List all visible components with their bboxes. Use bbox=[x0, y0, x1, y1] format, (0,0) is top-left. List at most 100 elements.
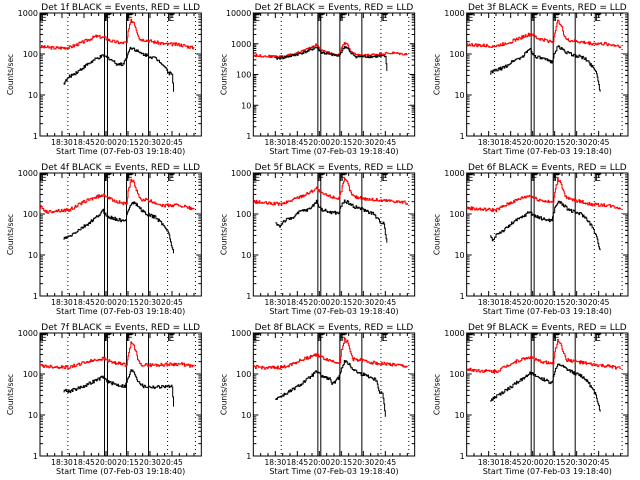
panel-title: Det 3f BLACK = Events, RED = LLD bbox=[468, 3, 627, 13]
interval-bracket bbox=[467, 333, 474, 341]
interval-bracket bbox=[381, 173, 388, 181]
interval-label: E bbox=[595, 14, 601, 24]
x-tick-label: 20:45 bbox=[161, 298, 183, 307]
interval-bracket bbox=[168, 173, 175, 181]
interval-label: E bbox=[468, 334, 474, 344]
panel-title: Det 2f BLACK = Events, RED = LLD bbox=[255, 3, 414, 13]
y-tick-label: 1 bbox=[246, 292, 251, 301]
interval-bracket bbox=[381, 333, 388, 341]
panel-title: Det 9f BLACK = Events, RED = LLD bbox=[468, 323, 627, 333]
interval-bracket bbox=[318, 333, 325, 341]
x-tick-label: 20:45 bbox=[588, 138, 610, 147]
y-tick-label: 1 bbox=[33, 292, 38, 301]
interval-bracket bbox=[318, 173, 325, 181]
interval-label: E bbox=[41, 174, 47, 184]
x-tick-label: 20:00 bbox=[95, 138, 117, 147]
interval-label: E bbox=[382, 14, 388, 24]
x-tick-label: 20:45 bbox=[161, 138, 183, 147]
interval-label: F bbox=[319, 14, 324, 24]
interval-bracket bbox=[553, 333, 561, 341]
interval-bracket bbox=[318, 13, 325, 21]
interval-bracket bbox=[594, 333, 602, 341]
y-tick-label: 10 bbox=[28, 251, 38, 260]
panel-title: Det 4f BLACK = Events, RED = LLD bbox=[41, 163, 200, 173]
x-tick-label: 18:45 bbox=[500, 458, 522, 467]
events-series-line bbox=[490, 45, 601, 92]
events-series-line bbox=[275, 360, 386, 417]
y-tick-label: 1000 bbox=[444, 169, 464, 178]
panel-det-8: Det 8f BLACK = Events, RED = LLD 1 10 100 10… bbox=[219, 323, 416, 476]
y-tick-label: 1 bbox=[460, 452, 465, 461]
panel-det-6: Det 6f BLACK = Events, RED = LLD 1 10 100 10… bbox=[433, 163, 629, 316]
interval-bracket bbox=[467, 173, 474, 181]
lld-series-line bbox=[40, 18, 195, 50]
lld-series-line bbox=[253, 178, 408, 206]
interval-label: F bbox=[128, 174, 133, 184]
x-tick-label: 20:15 bbox=[544, 458, 566, 467]
interval-label: F bbox=[341, 174, 346, 184]
interval-bracket bbox=[340, 173, 347, 181]
x-tick-label: 20:30 bbox=[566, 138, 588, 147]
y-tick-label: 1000 bbox=[18, 329, 38, 338]
x-tick-label: 20:45 bbox=[375, 138, 397, 147]
interval-label: E bbox=[595, 174, 601, 184]
panel-det-5: Det 5f BLACK = Events, RED = LLD 1 10 100 10… bbox=[219, 163, 416, 316]
y-tick-label: 10 bbox=[454, 411, 464, 420]
interval-label: E bbox=[254, 334, 260, 344]
interval-label: F bbox=[554, 334, 559, 344]
y-tick-label: 100 bbox=[449, 50, 464, 59]
x-tick-label: 18:30 bbox=[51, 298, 73, 307]
x-tick-label: 20:00 bbox=[522, 458, 544, 467]
x-tick-label: 18:45 bbox=[73, 298, 95, 307]
y-axis-label: Counts/sec bbox=[6, 374, 15, 415]
interval-bracket bbox=[127, 333, 134, 341]
panel-det-7: Det 7f BLACK = Events, RED = LLD 1 10 100 10… bbox=[6, 323, 202, 476]
y-tick-label: 100 bbox=[236, 370, 251, 379]
interval-label: E bbox=[169, 334, 175, 344]
y-tick-label: 1000 bbox=[231, 40, 251, 49]
x-tick-label: 20:15 bbox=[544, 298, 566, 307]
x-tick-label: 20:15 bbox=[117, 298, 139, 307]
panel-det-4: Det 4f BLACK = Events, RED = LLD 1 10 100 10… bbox=[6, 163, 202, 316]
interval-label: F bbox=[106, 14, 111, 24]
x-tick-label: 18:30 bbox=[265, 138, 287, 147]
x-tick-label: 18:45 bbox=[73, 138, 95, 147]
y-tick-label: 100 bbox=[23, 370, 38, 379]
events-series-line bbox=[490, 363, 601, 412]
interval-bracket bbox=[168, 13, 175, 21]
events-series-line bbox=[490, 200, 601, 251]
interval-bracket bbox=[553, 13, 561, 21]
y-tick-label: 1000 bbox=[18, 169, 38, 178]
interval-label: F bbox=[106, 334, 111, 344]
interval-bracket bbox=[127, 13, 134, 21]
x-tick-label: 20:00 bbox=[309, 458, 331, 467]
y-tick-label: 100 bbox=[449, 210, 464, 219]
x-tick-label: 18:45 bbox=[287, 458, 309, 467]
x-tick-label: 20:30 bbox=[139, 458, 161, 467]
x-axis-label: Start Time (07-Feb-03 19:18:40) bbox=[269, 147, 398, 156]
panel-title: Det 5f BLACK = Events, RED = LLD bbox=[255, 163, 414, 173]
interval-label: E bbox=[468, 14, 474, 24]
y-tick-label: 100 bbox=[449, 370, 464, 379]
y-tick-label: 1000 bbox=[444, 329, 464, 338]
panel-det-9: Det 9f BLACK = Events, RED = LLD 1 10 100 10… bbox=[433, 323, 629, 476]
x-tick-label: 20:15 bbox=[117, 138, 139, 147]
lld-series-line bbox=[466, 178, 622, 213]
x-tick-label: 20:00 bbox=[522, 138, 544, 147]
x-axis-label: Start Time (07-Feb-03 19:18:40) bbox=[483, 147, 612, 156]
interval-bracket bbox=[253, 333, 261, 341]
x-tick-label: 20:15 bbox=[117, 458, 139, 467]
y-axis-label: Counts/sec bbox=[6, 214, 15, 255]
lld-series-line bbox=[40, 178, 195, 214]
x-tick-label: 20:30 bbox=[353, 298, 375, 307]
interval-label: F bbox=[128, 334, 133, 344]
x-tick-label: 20:45 bbox=[588, 298, 610, 307]
interval-label: E bbox=[41, 14, 47, 24]
interval-bracket bbox=[467, 13, 474, 21]
x-tick-label: 20:00 bbox=[95, 298, 117, 307]
x-tick-label: 20:00 bbox=[309, 298, 331, 307]
x-tick-label: 20:30 bbox=[353, 138, 375, 147]
panel-det-3: Det 3f BLACK = Events, RED = LLD 1 10 100 10… bbox=[433, 3, 629, 156]
x-tick-label: 20:30 bbox=[353, 458, 375, 467]
